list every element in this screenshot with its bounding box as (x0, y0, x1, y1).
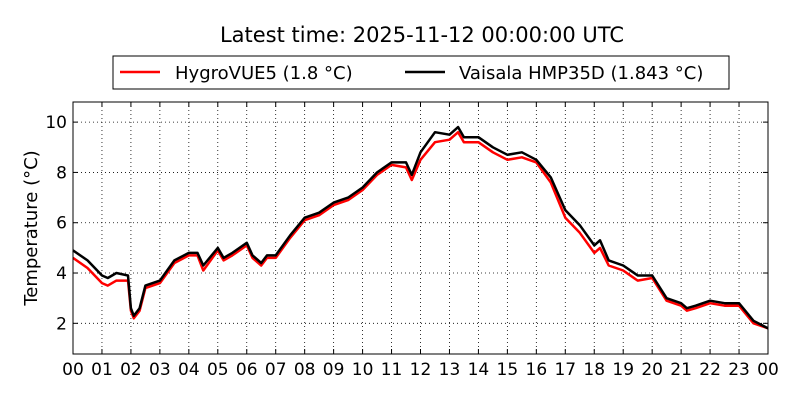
x-tick-label: 20 (641, 360, 663, 380)
x-tick-label: 03 (149, 360, 171, 380)
x-tick-label: 06 (236, 360, 258, 380)
grid (72, 102, 769, 354)
x-tick-label: 11 (381, 360, 403, 380)
x-tick-label: 13 (439, 360, 461, 380)
x-tick-label: 23 (728, 360, 750, 380)
x-tick-label: 14 (468, 360, 490, 380)
y-tick-label: 4 (56, 264, 67, 284)
series-line-vaisala (72, 125, 769, 330)
y-tick-label: 8 (56, 163, 67, 183)
y-tick-label: 10 (45, 113, 67, 133)
series-line-hygrovue5 (72, 130, 769, 330)
x-tick-label: 21 (670, 360, 692, 380)
x-tick-label: 10 (352, 360, 374, 380)
series-lines (72, 125, 769, 330)
x-tick-label: 00 (62, 360, 84, 380)
y-tick-label: 6 (56, 214, 67, 234)
x-tick-label: 12 (410, 360, 432, 380)
ticks: 00 01 02 03 04 05 06 07 08 09 10 11 12 13 14 15 16 17 18 19… (45, 102, 779, 380)
x-tick-label: 15 (497, 360, 519, 380)
legend-label-vaisala: Vaisala HMP35D (1.843 °C) (459, 63, 703, 84)
chart-title: Latest time: 2025-11-12 00:00:00 UTC (220, 23, 624, 47)
plot-frame (72, 101, 769, 355)
x-tick-label: 01 (91, 360, 113, 380)
x-tick-label: 07 (265, 360, 287, 380)
x-tick-label: 16 (526, 360, 548, 380)
x-tick-label: 19 (612, 360, 634, 380)
x-tick-label: 08 (294, 360, 316, 380)
legend-label-hygrovue5: HygroVUE5 (1.8 °C) (175, 63, 353, 84)
x-tick-label: 00 (757, 360, 779, 380)
x-tick-label: 05 (207, 360, 229, 380)
x-tick-label: 18 (583, 360, 605, 380)
y-axis-label: Temperature (°C) (21, 150, 42, 306)
y-tick-label: 2 (56, 314, 67, 334)
legend: HygroVUE5 (1.8 °C) Vaisala HMP35D (1.843… (112, 55, 730, 90)
x-tick-label: 04 (178, 360, 200, 380)
x-tick-label: 22 (699, 360, 721, 380)
x-tick-label: 02 (120, 360, 142, 380)
x-tick-label: 17 (554, 360, 576, 380)
x-tick-label: 09 (323, 360, 345, 380)
